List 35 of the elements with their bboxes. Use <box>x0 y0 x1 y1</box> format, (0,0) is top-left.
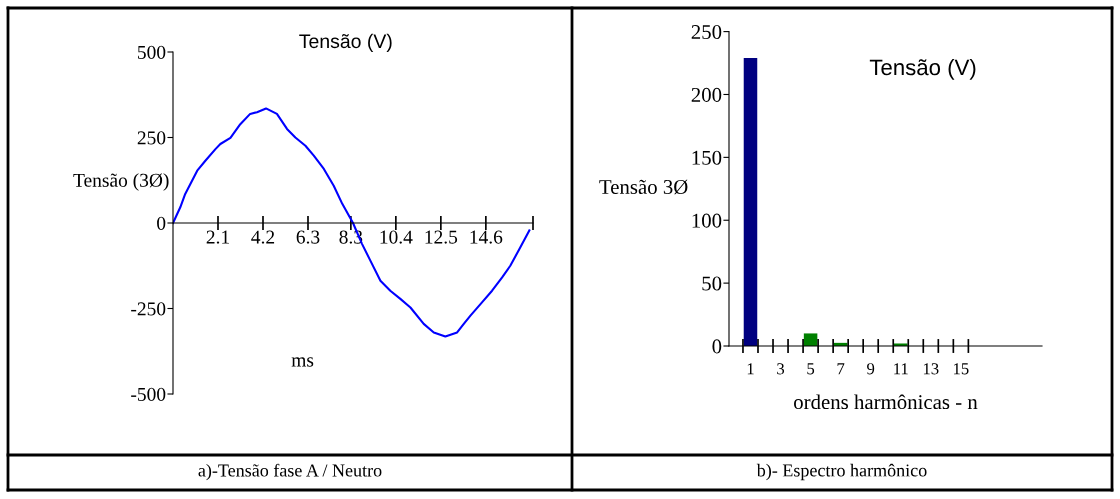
x-tick-label: 5 <box>807 363 815 375</box>
x-tick-label: 7 <box>837 363 845 375</box>
text: Tensão (V) <box>869 58 976 80</box>
x-tick-label: 12.5 <box>425 230 458 244</box>
x-tick-label: 3 <box>777 363 785 375</box>
bar <box>743 58 758 346</box>
x-tick-label: 10.4 <box>380 230 413 244</box>
x-tick-label: 9 <box>867 363 875 375</box>
x-tick-label: 15 <box>953 363 969 375</box>
y-tick-label: 250 <box>137 131 166 145</box>
x-axis-title: ms <box>291 357 314 367</box>
x-tick-label: 2.1 <box>206 230 229 244</box>
y-tick-label: 0 <box>712 339 722 354</box>
y-tick-label: 500 <box>138 45 166 59</box>
y-tick-label: 150 <box>692 150 722 165</box>
bar <box>803 333 818 346</box>
y-tick-label: 100 <box>692 213 722 228</box>
text: a)-Tensão fase A / Neutro <box>198 463 382 481</box>
y-axis-title: Tensão (3Ø) <box>73 173 169 191</box>
x-tick-label: 13 <box>923 363 939 375</box>
x-tick-label: 4.2 <box>251 230 275 244</box>
y-tick-label: 0 <box>157 216 166 230</box>
x-axis-title: ordens harmônicas - n <box>794 394 978 410</box>
y-axis-title: Tensão 3Ø <box>599 179 688 195</box>
chart-title: Tensão (V) <box>299 33 392 52</box>
y-tick-label: 250 <box>691 24 722 40</box>
x-tick-label: 11 <box>894 363 908 375</box>
y-tick-label: -250 <box>131 302 166 316</box>
x-tick-label: 6.3 <box>296 230 320 244</box>
y-tick-label: 200 <box>691 87 722 102</box>
x-tick-label: 14.6 <box>470 230 503 244</box>
x-tick-label: 1 <box>747 363 754 375</box>
text: b)- Espectro harmônico <box>756 463 927 481</box>
y-tick-label: 50 <box>702 276 722 291</box>
y-tick-label: -500 <box>131 387 166 401</box>
